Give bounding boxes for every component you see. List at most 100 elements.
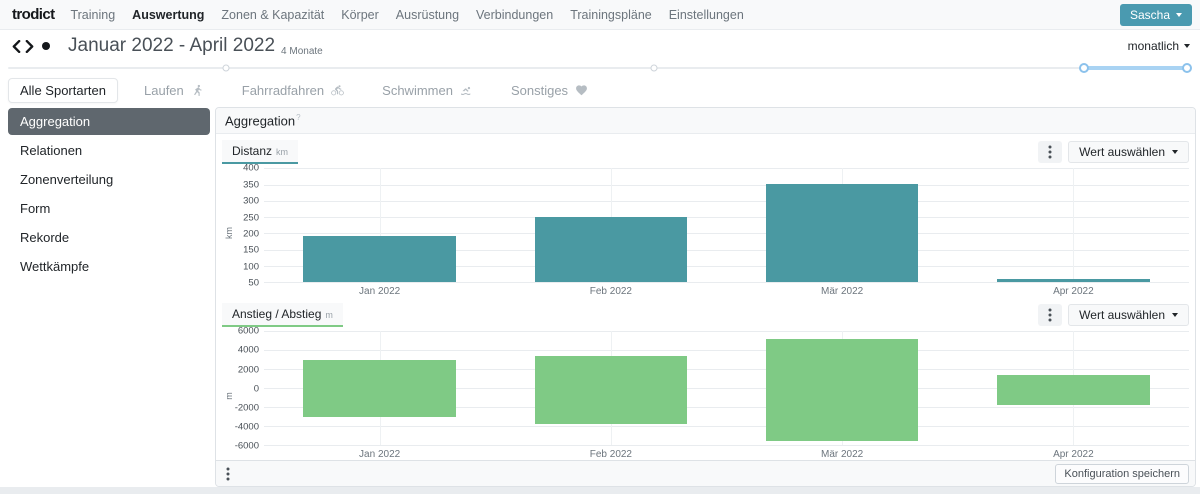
sidebar-item-wettkaempfe[interactable]: Wettkämpfe: [20, 259, 90, 274]
app-logo[interactable]: trodict: [12, 6, 55, 23]
granularity-label: monatlich: [1127, 39, 1179, 53]
v-gridline: [1073, 168, 1075, 283]
h-gridline: [264, 233, 1189, 235]
chart-tab-anstieg-abstieg[interactable]: Anstieg / Abstieg m: [222, 303, 343, 328]
value-select-button[interactable]: Wert auswählen: [1068, 141, 1189, 164]
h-gridline: [264, 369, 1189, 371]
y-tick-label: 6000: [237, 325, 259, 337]
panel-header: Aggregation?: [216, 108, 1195, 135]
nav-item-auswertung[interactable]: Auswertung: [132, 7, 205, 22]
main-navigation: Training Auswertung Zonen & Kapazität Körpe…: [70, 8, 743, 22]
bar-maer-2022: [765, 339, 919, 442]
chevron-right-icon: [25, 39, 34, 53]
period-title: Januar 2022 - April 2022: [68, 35, 276, 56]
h-gridline: [264, 282, 1189, 284]
sport-tab-label: Alle Sportarten: [20, 82, 106, 98]
chart-area-anstieg-abstieg: m 6000 4000 2000 0 -2000 -4000 -6000 Jan 2022 F…: [222, 326, 1189, 460]
nav-item-trainingsplaene[interactable]: Trainingspläne: [570, 7, 652, 22]
chart-plot-anstieg-abstieg: [264, 331, 1189, 447]
y-tick-label: -4000: [234, 421, 259, 433]
y-tick-label: 250: [243, 212, 259, 224]
sidebar-item-form[interactable]: Form: [20, 201, 51, 216]
y-axis-ticks: 400 350 300 250 200 150 100 50: [236, 163, 264, 289]
sidebar-item-zonenverteilung[interactable]: Zonenverteilung: [20, 172, 114, 187]
y-tick-label: 350: [243, 179, 259, 191]
chevron-down-icon: [1172, 313, 1178, 318]
sidebar-item-aggregation[interactable]: Aggregation: [8, 108, 210, 135]
chart-menu-button[interactable]: [1038, 141, 1063, 164]
slider-tick[interactable]: [650, 64, 658, 72]
top-navbar: trodict Training Auswertung Zonen & Kapazi…: [0, 0, 1200, 30]
next-period-button[interactable]: [23, 39, 36, 53]
sport-tab-alle-sportarten[interactable]: Alle Sportarten: [8, 77, 118, 103]
panel-title: Aggregation: [225, 113, 296, 129]
period-header: Januar 2022 - April 2022 4 Monate monatl…: [0, 30, 1200, 62]
nav-item-ausruestung[interactable]: Ausrüstung: [395, 7, 460, 22]
h-gridline: [264, 249, 1189, 251]
chevron-down-icon: [1184, 44, 1190, 48]
plot-wrap: Jan 2022 Feb 2022 Mär 2022 Apr 2022: [264, 168, 1189, 297]
y-tick-label: 200: [243, 228, 259, 240]
slider-selected-range[interactable]: [1084, 66, 1188, 70]
nav-item-verbindungen[interactable]: Verbindungen: [476, 7, 554, 22]
sport-tab-laufen[interactable]: Laufen: [132, 78, 216, 103]
chart-tab-distanz[interactable]: Distanz km: [222, 140, 299, 165]
slider-track[interactable]: [8, 67, 1192, 69]
bar-feb-2022: [534, 355, 688, 424]
kebab-icon: [1048, 308, 1052, 322]
heart-icon: [575, 84, 588, 97]
content-area: Aggregation Relationen Zonenverteilung Form…: [0, 105, 1200, 487]
nav-item-training[interactable]: Training: [70, 7, 116, 22]
y-tick-label: 0: [253, 383, 259, 395]
sidebar-item-rekorde[interactable]: Rekorde: [20, 230, 70, 245]
y-axis-ticks: 6000 4000 2000 0 -2000 -4000 -6000: [234, 326, 264, 452]
h-gridline: [264, 407, 1189, 409]
cyclist-icon: [331, 84, 344, 97]
chevron-down-icon: [1172, 150, 1178, 155]
slider-handle-end[interactable]: [1182, 63, 1193, 73]
chart-unit: m: [325, 310, 333, 321]
sport-tab-sonstiges[interactable]: Sonstiges: [499, 78, 600, 103]
h-gridline: [264, 331, 1189, 333]
slider-handle-start[interactable]: [1079, 63, 1090, 73]
granularity-select[interactable]: monatlich: [1128, 39, 1190, 53]
value-select-button[interactable]: Wert auswählen: [1068, 304, 1189, 327]
swimmer-icon: [460, 84, 473, 97]
y-axis-unit: km: [224, 226, 234, 239]
value-select-label: Wert auswählen: [1079, 308, 1165, 323]
nav-item-koerper[interactable]: Körper: [341, 7, 379, 22]
sport-tab-label: Fahrradfahren: [241, 82, 325, 98]
bar-apr-2022: [997, 374, 1150, 405]
current-period-dot-button[interactable]: [42, 42, 50, 50]
sport-tab-fahrradfahren[interactable]: Fahrradfahren: [230, 78, 356, 103]
panel-menu-button[interactable]: [222, 467, 234, 481]
chart-menu-button[interactable]: [1038, 304, 1063, 327]
y-tick-label: 150: [243, 244, 259, 256]
x-tick-label: Jan 2022: [359, 286, 401, 298]
plot-wrap: Jan 2022 Feb 2022 Mär 2022 Apr 2022: [264, 331, 1189, 460]
user-menu-label: Sascha: [1129, 7, 1170, 22]
y-tick-label: 300: [243, 195, 259, 207]
nav-item-zonen-kapazitaet[interactable]: Zonen & Kapazität: [221, 7, 325, 22]
user-menu-button[interactable]: Sascha: [1119, 3, 1192, 26]
x-axis-labels: Jan 2022 Feb 2022 Mär 2022 Apr 2022: [264, 283, 1189, 297]
bar-jan-2022: [303, 359, 456, 418]
chart-title: Distanz: [232, 144, 273, 159]
x-axis-labels: Jan 2022 Feb 2022 Mär 2022 Apr 2022: [264, 446, 1189, 460]
sidebar-item-relationen[interactable]: Relationen: [20, 143, 83, 158]
x-tick-label: Apr 2022: [1053, 449, 1094, 461]
sport-tab-schwimmen[interactable]: Schwimmen: [370, 78, 485, 103]
y-tick-label: 4000: [237, 344, 259, 356]
chart-actions: Wert auswählen: [1038, 141, 1189, 164]
save-configuration-button[interactable]: Konfiguration speichern: [1055, 463, 1189, 484]
chart-title: Anstieg / Abstieg: [232, 307, 322, 322]
nav-item-einstellungen[interactable]: Einstellungen: [668, 7, 744, 22]
h-gridline: [264, 445, 1189, 447]
x-tick-label: Feb 2022: [589, 286, 633, 298]
h-gridline: [264, 168, 1189, 170]
y-tick-label: -2000: [234, 402, 259, 414]
previous-period-button[interactable]: [10, 39, 23, 53]
x-tick-label: Apr 2022: [1053, 286, 1094, 298]
slider-tick[interactable]: [222, 64, 230, 72]
h-gridline: [264, 266, 1189, 268]
